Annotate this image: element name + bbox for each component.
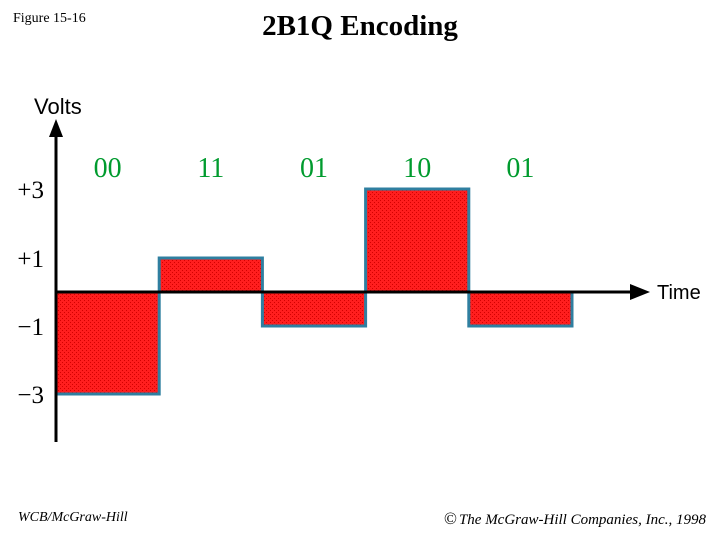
y-level-label-3: −1 [17, 314, 44, 341]
bit-pair-label-3: 01 [300, 153, 328, 184]
bit-pair-label-2: 11 [197, 153, 224, 184]
signal-bar-5 [467, 290, 574, 328]
copyright-text: The McGraw-Hill Companies, Inc., 1998 [458, 512, 706, 528]
copyright-notice: © The McGraw-Hill Companies, Inc., 1998 [444, 509, 706, 529]
y-axis-arrowhead [49, 119, 63, 137]
signal-bar-1 [54, 290, 161, 396]
signal-bar-4 [364, 187, 471, 294]
figure-label: Figure 15-16 [13, 11, 86, 26]
signal-bar-2 [157, 256, 264, 294]
signal-bar-3 [260, 290, 368, 328]
y-level-label-1: +3 [17, 177, 44, 204]
y-axis-label: Volts [34, 94, 82, 119]
bit-pair-label-1: 00 [94, 153, 122, 184]
y-level-label-2: +1 [17, 246, 44, 273]
bit-pair-label-5: 01 [506, 153, 534, 184]
y-level-labels: +3 +1 −1 −3 [17, 177, 44, 409]
publisher-credit: WCB/McGraw-Hill [18, 510, 128, 525]
bit-pair-label-4: 10 [403, 153, 431, 184]
signal-bars [54, 187, 574, 396]
copyright-symbol: © [444, 509, 457, 528]
y-level-label-4: −3 [17, 382, 44, 409]
bit-pair-labels: 00 11 01 10 01 [94, 153, 535, 184]
x-axis-label: Time [657, 282, 701, 304]
slide-title: 2B1Q Encoding [262, 10, 458, 42]
x-axis-arrowhead [630, 284, 650, 300]
